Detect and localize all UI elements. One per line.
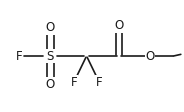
Text: S: S [47, 50, 54, 62]
Text: O: O [46, 21, 55, 34]
Text: O: O [46, 78, 55, 91]
Text: F: F [96, 76, 102, 89]
Text: F: F [16, 50, 23, 62]
Text: F: F [71, 76, 77, 89]
Text: O: O [145, 50, 155, 62]
Text: O: O [115, 19, 124, 32]
